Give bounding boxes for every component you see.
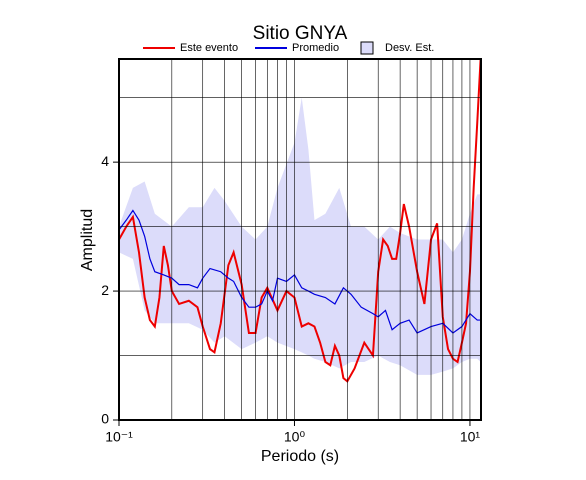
x-tick-label: 10¹ <box>460 429 481 445</box>
std-band <box>119 97 481 375</box>
x-axis-label: Periodo (s) <box>261 448 339 465</box>
legend-label: Este evento <box>180 42 238 54</box>
legend-label: Promedio <box>292 42 339 54</box>
y-axis-label: Amplitud <box>79 209 96 271</box>
y-tick-label: 0 <box>101 411 109 427</box>
series-line <box>119 59 481 383</box>
plot-area <box>119 59 481 383</box>
y-tick-label: 4 <box>101 153 109 169</box>
legend-label: Desv. Est. <box>385 42 434 54</box>
series-line <box>119 209 481 334</box>
plot-frame <box>118 58 482 421</box>
y-tick-label: 2 <box>101 282 109 298</box>
x-tick-label: 10⁻¹ <box>105 429 133 445</box>
legend-swatch <box>360 41 374 55</box>
x-tick-label: 10⁰ <box>284 429 306 445</box>
chart-title: Sitio GNYA <box>253 23 348 44</box>
